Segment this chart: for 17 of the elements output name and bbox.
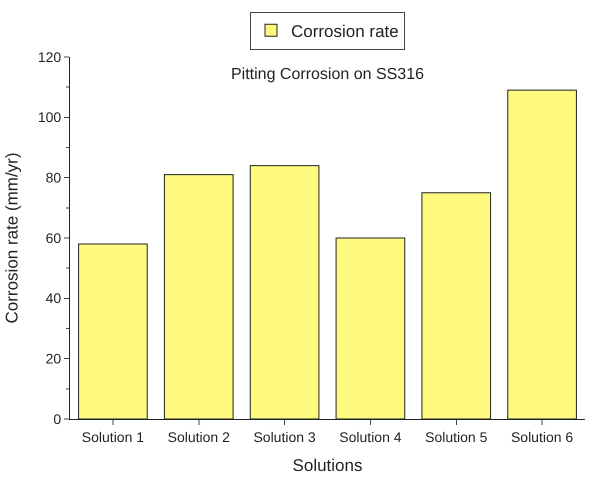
y-tick-label: 120 <box>38 48 62 65</box>
x-tick-label: Solution 2 <box>168 428 230 445</box>
y-tick-label: 80 <box>46 170 62 186</box>
x-tick-label: Solution 3 <box>253 428 316 445</box>
y-tick-label: 100 <box>38 109 62 126</box>
x-tick-label: Solution 4 <box>339 428 402 445</box>
legend-label: Corrosion rate <box>291 22 399 41</box>
text: Pitting Corrosion on SS316 <box>231 66 424 83</box>
x-tick-label: Solution 6 <box>510 428 574 445</box>
x-tick-label: Solution 1 <box>82 428 144 445</box>
x-axis-title: Solutions <box>292 456 362 476</box>
y-tick-label: 40 <box>46 290 62 306</box>
x-tick-label: Solution 5 <box>425 428 488 445</box>
y-tick-label: 20 <box>46 350 62 367</box>
y-tick-label: 60 <box>46 230 62 246</box>
y-tick-label: 0 <box>53 410 62 427</box>
y-axis-title: Corrosion rate (mm/yr) <box>2 152 22 324</box>
